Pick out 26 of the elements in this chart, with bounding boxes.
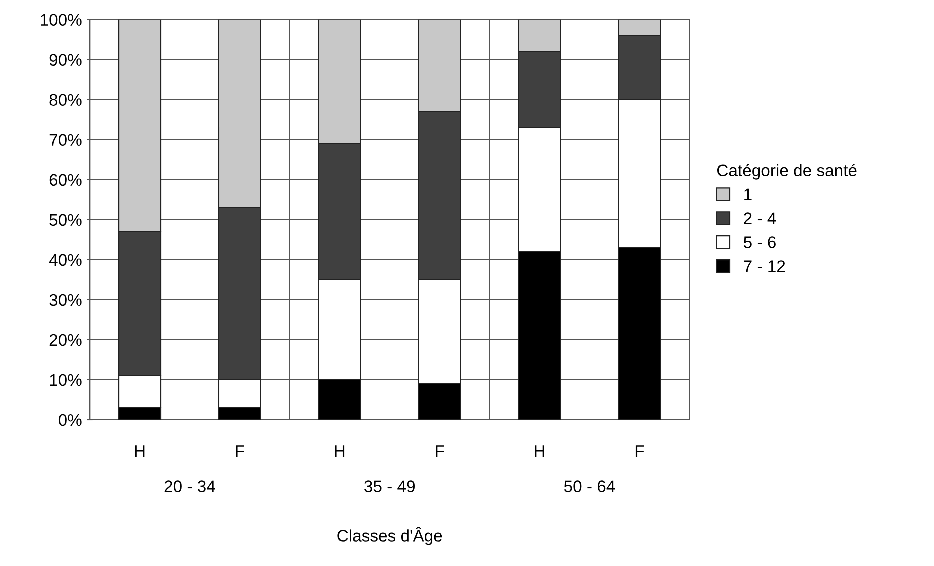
x-tick-label: F [436,446,444,458]
y-tick-label: 50% [50,214,82,226]
y-tick-label: 30% [50,294,82,306]
x-tick-label: H [535,446,544,458]
legend-label: 2 - 4 [744,212,776,224]
legend-label: 7 - 12 [744,260,786,272]
text: 35 - 49 [364,480,416,492]
y-tick-label: 20% [50,334,82,346]
y-tick-label: 40% [49,254,82,266]
y-tick-label: 90% [50,54,82,66]
y-tick-label: 0% [58,414,82,426]
x-tick-label: H [335,446,345,458]
x-tick-label: F [236,446,244,458]
y-tick-label: 100% [41,14,82,26]
x-tick-label: H [135,446,145,458]
y-tick-label: 60% [50,174,82,186]
text: 50 - 64 [564,480,616,492]
y-tick-label: 10% [50,374,82,386]
legend-label: 1 [744,188,752,200]
legend-label: 5 - 6 [744,236,776,248]
x-tick-label: F [636,446,644,458]
legend-title: Catégorie de santé [718,164,857,180]
x-axis-title: Classes d'Âge [338,527,442,546]
y-tick-label: 80% [50,94,82,106]
y-tick-label: 70% [50,134,82,146]
text: 20 - 34 [164,480,216,492]
